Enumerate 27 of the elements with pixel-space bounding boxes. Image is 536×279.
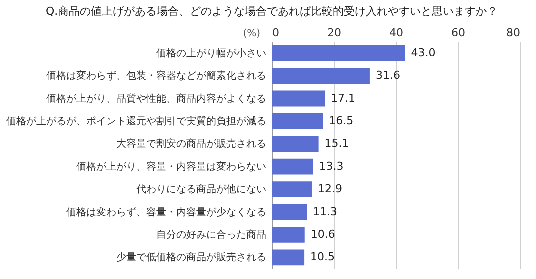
y-tick-label: 価格は変わらず、包装・容器などが簡素化される bbox=[46, 70, 266, 82]
x-tick-label: 60 bbox=[452, 26, 466, 40]
data-label: 43.0 bbox=[411, 46, 436, 60]
y-tick-label: 価格が上がるが、ポイント還元や割引で実質的負担が減る bbox=[6, 115, 266, 128]
data-label: 17.1 bbox=[331, 92, 356, 105]
x-tick-label: 40 bbox=[390, 26, 404, 40]
y-tick-label: 自分の好みに合った商品 bbox=[156, 228, 266, 241]
x-tick-label: 20 bbox=[328, 26, 342, 40]
data-label: 10.6 bbox=[310, 228, 336, 241]
data-label: 15.1 bbox=[324, 137, 350, 150]
data-label: 13.3 bbox=[319, 160, 344, 173]
data-label: 16.5 bbox=[329, 114, 354, 128]
x-tick-label: 0 bbox=[272, 26, 280, 40]
y-tick-label: 代わりになる商品が他にない bbox=[136, 184, 266, 196]
data-label: 12.9 bbox=[318, 182, 342, 196]
y-tick-label: 大容量で割安の商品が販売される bbox=[116, 138, 266, 150]
y-tick-label: 価格が上がり、容量・内容量は変わらない bbox=[76, 160, 266, 173]
x-tick-label: 80 bbox=[506, 26, 520, 40]
y-tick-label: 価格は変わらず、容量・内容量が少なくなる bbox=[66, 206, 266, 218]
x-axis-title: (%) bbox=[243, 28, 261, 40]
chart-title: Q.商品の値上げがある場合、どのような場合であれば比較的受け入れやすいと思いますか？ bbox=[46, 5, 498, 18]
data-label: 10.5 bbox=[310, 250, 336, 264]
y-tick-label: 価格の上がり幅が小さい bbox=[156, 47, 266, 60]
y-tick-label: 少量で低価格の商品が販売される bbox=[116, 252, 266, 264]
data-label: 11.3 bbox=[313, 205, 338, 218]
y-tick-label: 価格が上がり、品質や性能、商品内容がよくなる bbox=[46, 92, 266, 105]
data-label: 31.6 bbox=[376, 69, 400, 82]
